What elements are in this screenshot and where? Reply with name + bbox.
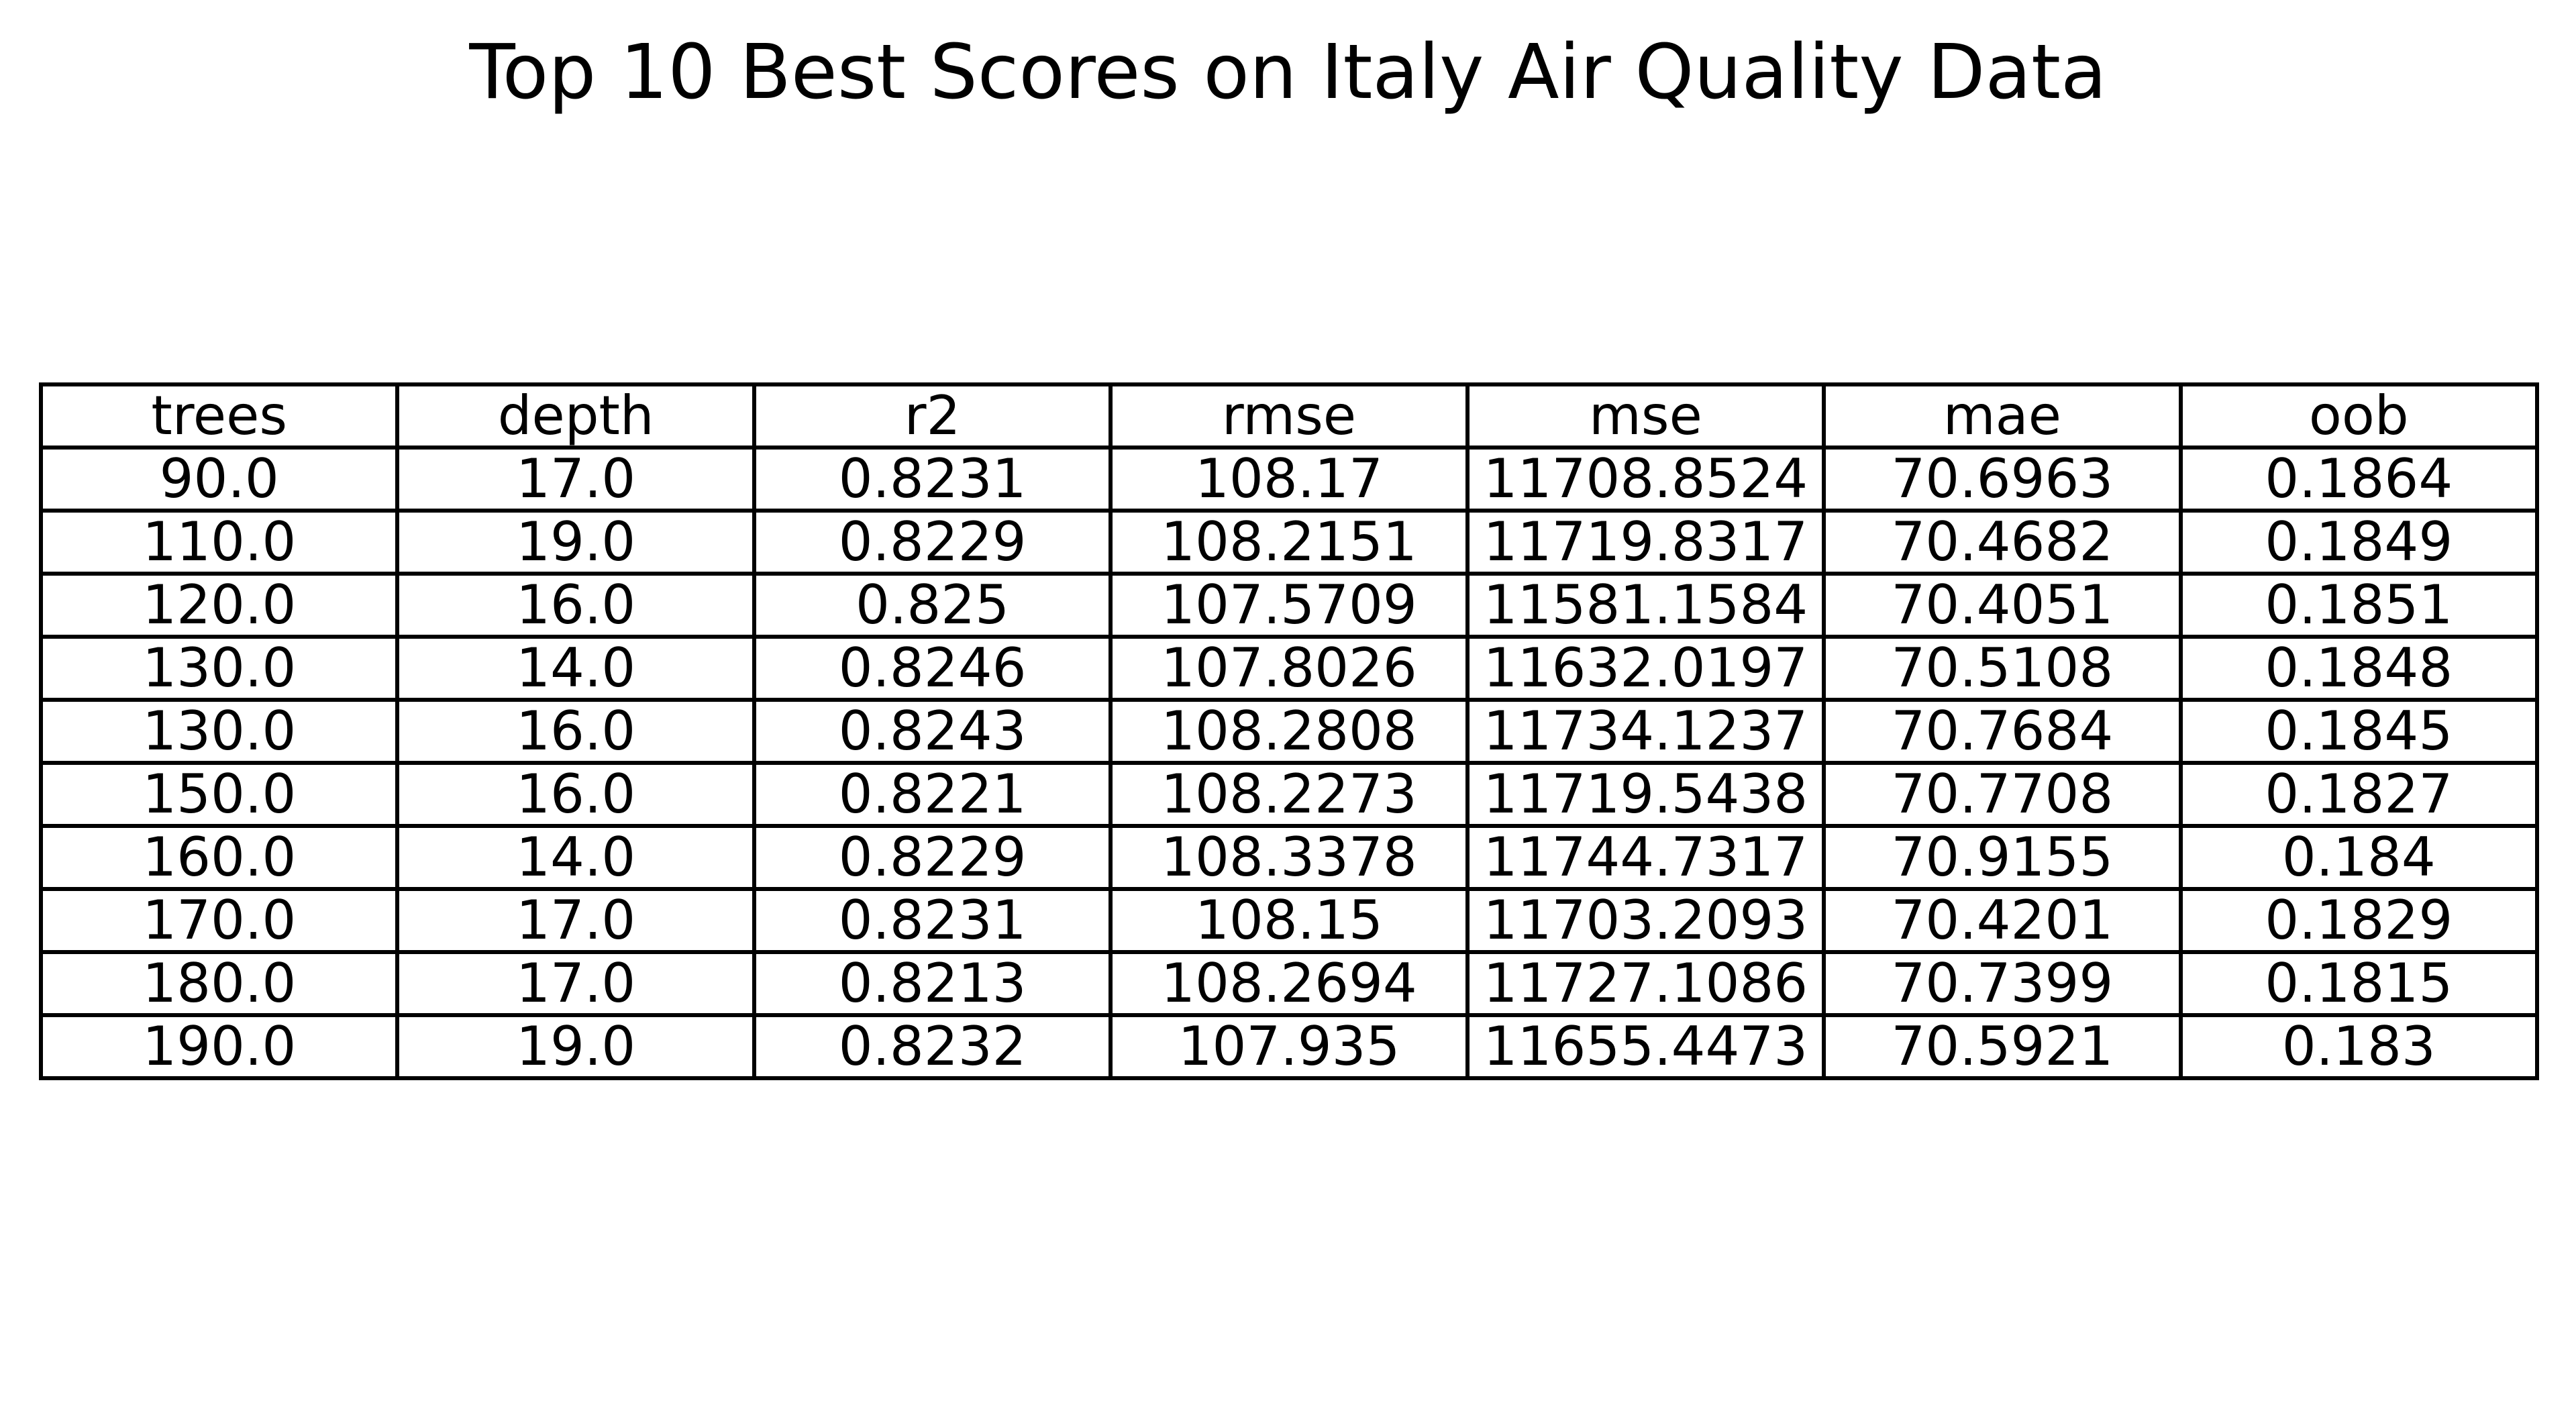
table-cell-trees: 160.0 [38,824,400,891]
table-cell-rmse: 108.17 [1109,446,1470,513]
column-header-mse: mse [1465,382,1826,450]
table-cell-depth: 16.0 [395,698,756,765]
table-header: trees depth r2 rmse mse mae oob [38,382,2540,450]
table-cell-trees: 90.0 [38,446,400,513]
table-cell-mse: 11632.0197 [1465,635,1826,702]
table-cell-oob: 0.1827 [2178,761,2540,828]
table-cell-r2: 0.825 [752,572,1113,639]
table-cell-mse: 11655.4473 [1465,1013,1826,1080]
table-cell-mse: 11719.5438 [1465,761,1826,828]
table-cell-oob: 0.1815 [2178,950,2540,1017]
table-cell-depth: 19.0 [395,509,756,576]
table-cell-oob: 0.1845 [2178,698,2540,765]
table-cell-mae: 70.4201 [1822,887,2183,954]
table-cell-depth: 14.0 [395,635,756,702]
table-cell-mse: 11703.2093 [1465,887,1826,954]
chart-title: Top 10 Best Scores on Italy Air Quality … [469,29,2107,116]
table-row: 110.0 19.0 0.8229 108.2151 11719.8317 70.4682… [38,509,2540,576]
table-cell-depth: 14.0 [395,824,756,891]
table-cell-mae: 70.6963 [1822,446,2183,513]
table-cell-mse: 11734.1237 [1465,698,1826,765]
table-cell-oob: 0.184 [2178,824,2540,891]
scores-table: trees depth r2 rmse mse mae oob 90.0 17.0 0.8231… [38,382,2540,1080]
table-row: 120.0 16.0 0.825 107.5709 11581.1584 70.4051 0… [38,572,2540,639]
table-cell-trees: 110.0 [38,509,400,576]
table-cell-mae: 70.4051 [1822,572,2183,639]
table-cell-depth: 17.0 [395,887,756,954]
table-row: 160.0 14.0 0.8229 108.3378 11744.7317 70.9155… [38,824,2540,891]
table-row: 130.0 14.0 0.8246 107.8026 11632.0197 70.5108… [38,635,2540,702]
table-cell-mae: 70.7708 [1822,761,2183,828]
column-header-oob: oob [2178,382,2540,450]
table-cell-oob: 0.1829 [2178,887,2540,954]
table-cell-trees: 120.0 [38,572,400,639]
column-header-mae: mae [1822,382,2183,450]
table-body: 90.0 17.0 0.8231 108.17 11708.8524 70.6963 0.1… [38,446,2540,1080]
table-cell-r2: 0.8221 [752,761,1113,828]
table-cell-mae: 70.4682 [1822,509,2183,576]
table-cell-rmse: 108.2151 [1109,509,1470,576]
table-cell-depth: 16.0 [395,761,756,828]
table-cell-trees: 180.0 [38,950,400,1017]
table-row: 170.0 17.0 0.8231 108.15 11703.2093 70.4201 0.… [38,887,2540,954]
table-cell-trees: 190.0 [38,1013,400,1080]
table-cell-trees: 130.0 [38,635,400,702]
table-cell-trees: 150.0 [38,761,400,828]
table-cell-oob: 0.1864 [2178,446,2540,513]
table-cell-oob: 0.1851 [2178,572,2540,639]
table-row: 180.0 17.0 0.8213 108.2694 11727.1086 70.7399… [38,950,2540,1017]
table-cell-depth: 17.0 [395,950,756,1017]
table-cell-mse: 11581.1584 [1465,572,1826,639]
table-cell-mse: 11719.8317 [1465,509,1826,576]
table-cell-r2: 0.8213 [752,950,1113,1017]
column-header-depth: depth [395,382,756,450]
table-cell-rmse: 108.15 [1109,887,1470,954]
table-cell-mae: 70.7684 [1822,698,2183,765]
table-cell-rmse: 108.3378 [1109,824,1470,891]
table-cell-r2: 0.8231 [752,446,1113,513]
table-cell-oob: 0.1849 [2178,509,2540,576]
table-cell-rmse: 108.2808 [1109,698,1470,765]
column-header-rmse: rmse [1109,382,1470,450]
table-row: 150.0 16.0 0.8221 108.2273 11719.5438 70.7708… [38,761,2540,828]
table-cell-depth: 19.0 [395,1013,756,1080]
table-cell-mse: 11744.7317 [1465,824,1826,891]
table-cell-rmse: 107.5709 [1109,572,1470,639]
table-cell-oob: 0.1848 [2178,635,2540,702]
table-cell-trees: 130.0 [38,698,400,765]
table-cell-depth: 16.0 [395,572,756,639]
table-cell-depth: 17.0 [395,446,756,513]
table-cell-r2: 0.8232 [752,1013,1113,1080]
table-cell-mse: 11708.8524 [1465,446,1826,513]
table-cell-r2: 0.8229 [752,824,1113,891]
table-cell-mae: 70.7399 [1822,950,2183,1017]
table-cell-r2: 0.8246 [752,635,1113,702]
table-cell-rmse: 107.935 [1109,1013,1470,1080]
table-row: 90.0 17.0 0.8231 108.17 11708.8524 70.6963 0.1… [38,446,2540,513]
table-cell-trees: 170.0 [38,887,400,954]
table-cell-mae: 70.9155 [1822,824,2183,891]
table-cell-r2: 0.8231 [752,887,1113,954]
header-row: trees depth r2 rmse mse mae oob [38,382,2540,450]
table-cell-r2: 0.8229 [752,509,1113,576]
table-cell-mae: 70.5921 [1822,1013,2183,1080]
table-row: 130.0 16.0 0.8243 108.2808 11734.1237 70.7684… [38,698,2540,765]
table-cell-rmse: 107.8026 [1109,635,1470,702]
table-cell-oob: 0.183 [2178,1013,2540,1080]
table-cell-mse: 11727.1086 [1465,950,1826,1017]
column-header-trees: trees [38,382,400,450]
table-row: 190.0 19.0 0.8232 107.935 11655.4473 70.5921 0… [38,1013,2540,1080]
column-header-r2: r2 [752,382,1113,450]
table-cell-rmse: 108.2273 [1109,761,1470,828]
table-cell-rmse: 108.2694 [1109,950,1470,1017]
table-cell-r2: 0.8243 [752,698,1113,765]
table-cell-mae: 70.5108 [1822,635,2183,702]
